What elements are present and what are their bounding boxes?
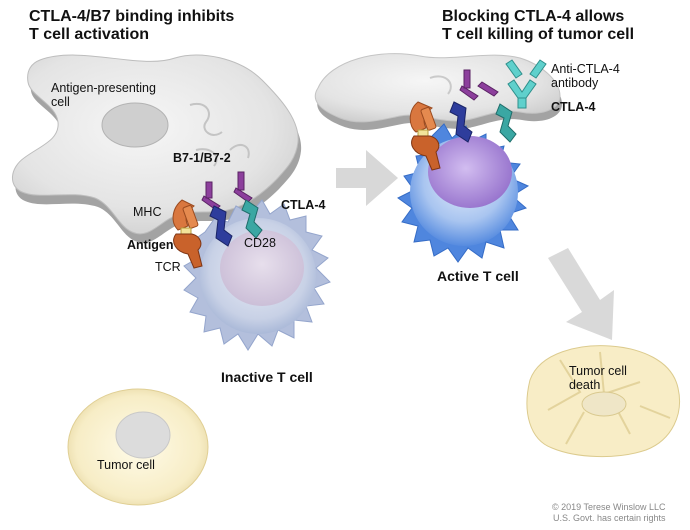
ctla4-label-left: CTLA-4 — [281, 198, 326, 212]
anti-ctla4-antibody — [507, 79, 537, 109]
ctla4-label-right: CTLA-4 — [551, 100, 596, 114]
right-receptor-complex — [409, 59, 547, 171]
b7-molecule-right-2 — [477, 81, 499, 97]
tumor-death-label: Tumor cell death — [569, 364, 627, 393]
antigen-presenting-cell — [12, 54, 302, 243]
copyright-credit: © 2019 Terese Winslow LLC U.S. Govt. has… — [552, 502, 666, 525]
left-title: CTLA-4/B7 binding inhibits T cell activa… — [29, 8, 234, 45]
right-title: Blocking CTLA-4 allows T cell killing of… — [442, 8, 634, 45]
transition-arrow — [336, 150, 398, 206]
right-title-line2: T cell killing of tumor cell — [442, 26, 635, 44]
left-title-line1: CTLA-4/B7 binding inhibits — [29, 8, 235, 25]
tumor-death-line1: Tumor cell — [569, 364, 627, 378]
active-t-cell-label: Active T cell — [437, 268, 519, 284]
antibody-label-line2: antibody — [551, 76, 599, 91]
antigen-peptide — [180, 227, 192, 235]
right-title-line1: Blocking CTLA-4 allows — [442, 8, 625, 25]
inactive-t-cell-label: Inactive T cell — [221, 369, 313, 385]
inactive-t-cell — [183, 199, 331, 351]
cd28-receptor-right — [449, 101, 473, 143]
killing-arrow — [548, 248, 614, 340]
credit-line2: U.S. Govt. has certain rights — [552, 513, 666, 524]
tcr-receptor-right — [411, 135, 441, 171]
ctla4-receptor-right — [495, 103, 517, 143]
b7-label: B7-1/B7-2 — [173, 151, 231, 165]
apc-label-line1: Antigen-presenting — [51, 81, 156, 95]
cd28-label: CD28 — [244, 236, 276, 250]
left-title-line2: T cell activation — [29, 26, 150, 44]
apc-label-line2: cell — [51, 95, 70, 110]
left-receptor-complex — [172, 171, 263, 269]
ctla4-receptor-left — [241, 199, 263, 239]
antigen-label: Antigen — [127, 238, 174, 252]
apc-label: Antigen-presenting cell — [51, 81, 156, 110]
active-t-cell-nucleus — [428, 136, 512, 208]
antibody-label-line1: Anti-CTLA-4 — [551, 62, 620, 76]
cd28-receptor — [209, 205, 233, 247]
tumor-cell — [67, 388, 209, 506]
tumor-cell-nucleus — [115, 411, 171, 459]
tumor-cell-label: Tumor cell — [97, 458, 155, 472]
tcr-label: TCR — [155, 260, 181, 274]
tcr-receptor — [173, 233, 203, 269]
credit-line1: © 2019 Terese Winslow LLC — [552, 502, 666, 512]
tumor-death-line2: death — [569, 378, 601, 393]
antibody-label: Anti-CTLA-4 antibody — [551, 62, 620, 91]
dying-tumor-cell — [526, 345, 680, 457]
inactive-t-cell-nucleus — [220, 230, 304, 306]
apc-nucleus — [101, 102, 169, 148]
mhc-label: MHC — [133, 205, 162, 219]
b7-molecule-right-1 — [459, 69, 479, 101]
